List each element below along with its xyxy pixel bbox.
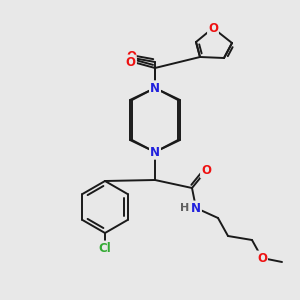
Text: H: H (180, 203, 190, 213)
Text: N: N (150, 82, 160, 94)
Text: Cl: Cl (99, 242, 111, 254)
Text: N: N (150, 146, 160, 158)
Text: O: O (201, 164, 211, 178)
Text: O: O (125, 56, 135, 68)
Text: N: N (150, 82, 160, 94)
Text: O: O (257, 251, 267, 265)
Text: O: O (126, 50, 136, 64)
Text: N: N (191, 202, 201, 214)
Text: N: N (150, 146, 160, 158)
Text: O: O (208, 22, 218, 34)
